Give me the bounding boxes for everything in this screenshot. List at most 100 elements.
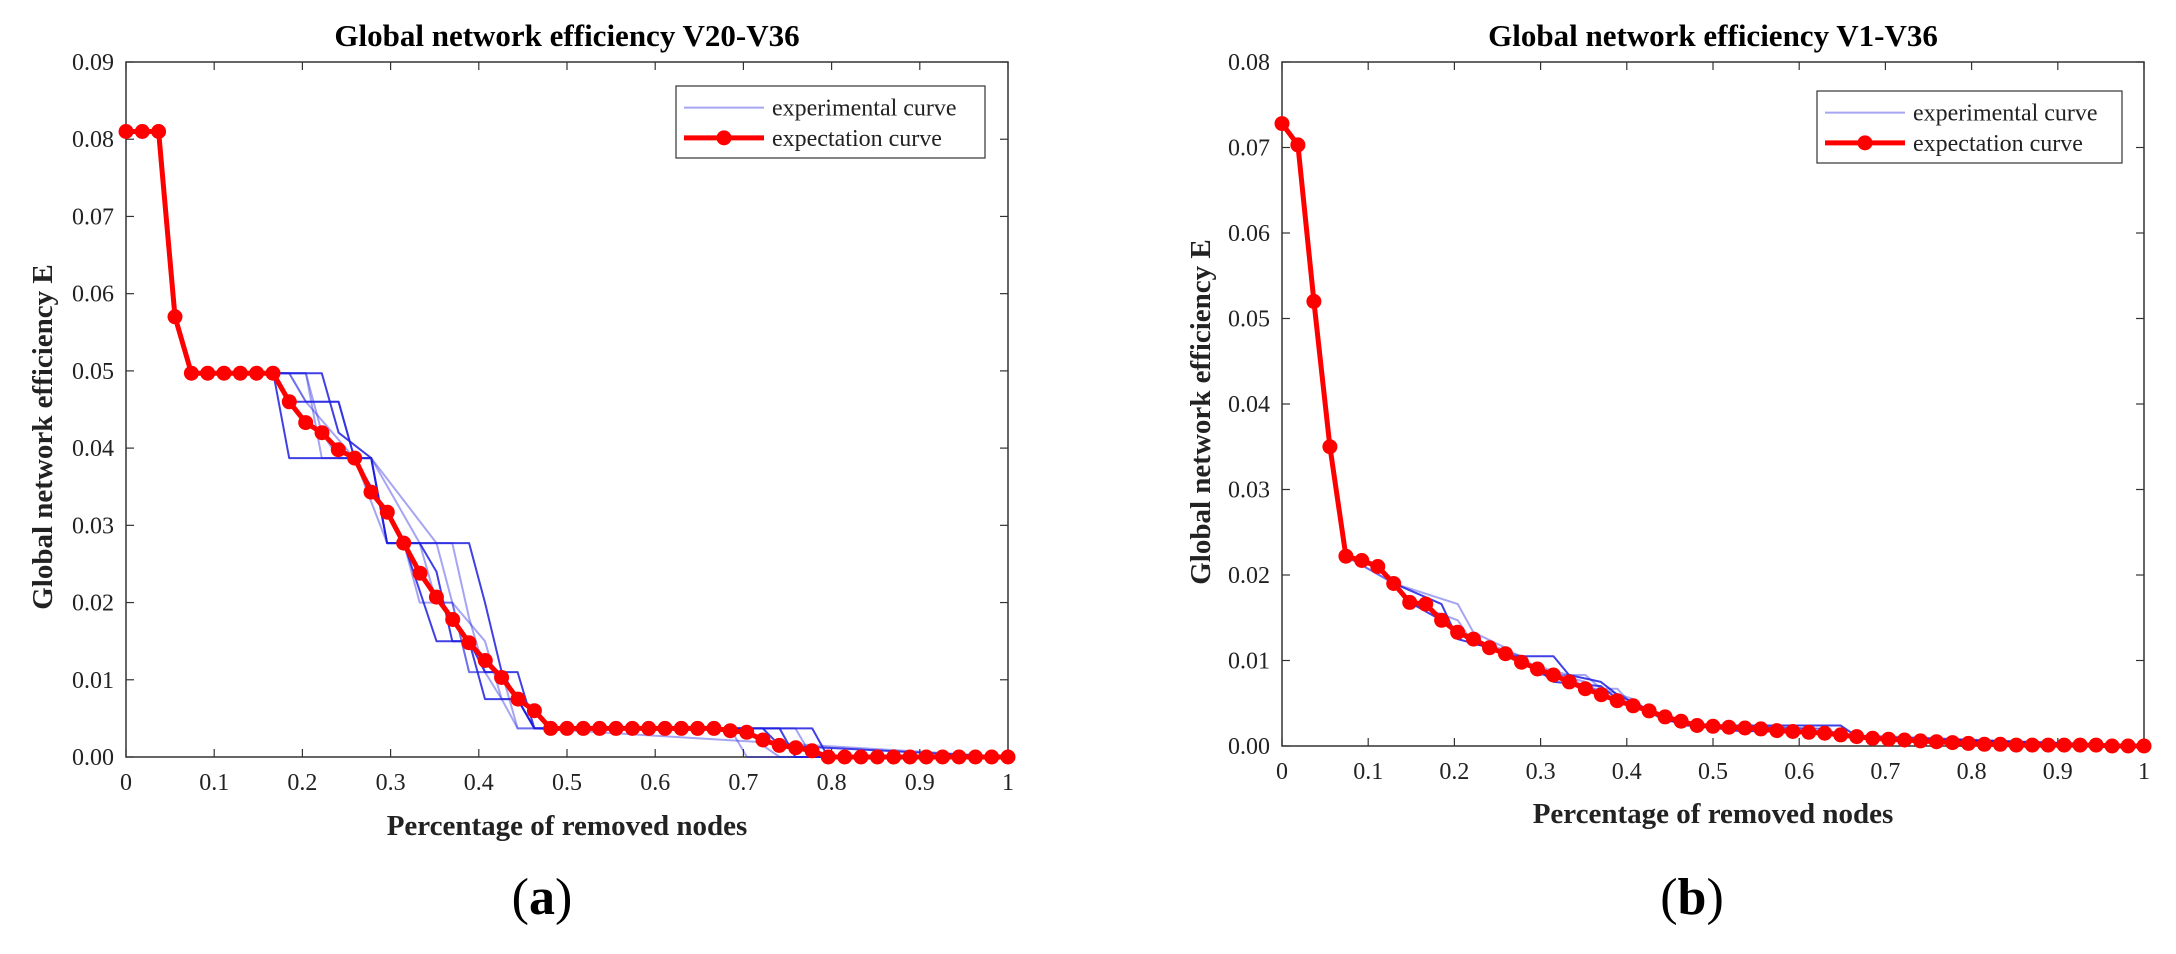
- panel-label-b-letter: b: [1678, 869, 1707, 926]
- expectation-point-a: [477, 653, 493, 668]
- legend-b: experimental curve expectation curve: [1816, 90, 2123, 164]
- expectation-point-a: [151, 124, 167, 139]
- y-tick-label-b: 0.06: [1228, 221, 1270, 247]
- legend-label-experimental-b: experimental curve: [1913, 101, 2098, 127]
- expectation-point-b: [1338, 548, 1354, 564]
- expectation-point-b: [1450, 624, 1466, 640]
- x-tick-label-a: 0.5: [552, 770, 582, 796]
- expectation-point-a: [526, 703, 542, 719]
- y-axis-label-b: Global network efficiency E: [1185, 239, 1217, 585]
- x-tick-label-a: 0.6: [640, 770, 670, 796]
- expectation-point-a: [641, 720, 657, 736]
- expectation-point-a: [1000, 749, 1016, 765]
- expectation-point-b: [1498, 646, 1513, 662]
- x-tick-label-b: 0.6: [1784, 759, 1814, 785]
- experimental-curve-b-3: [1281, 123, 2145, 747]
- x-tick-label-b: 0.1: [1353, 759, 1383, 785]
- experimental-curve-a-2: [126, 130, 1008, 758]
- expectation-point-b: [1290, 137, 1306, 153]
- expectation-point-b: [1657, 709, 1673, 725]
- expectation-point-a: [134, 124, 150, 139]
- x-tick-label-b: 0.3: [1526, 759, 1556, 785]
- expectation-point-a: [379, 504, 395, 520]
- expectation-point-b: [1673, 713, 1689, 729]
- expectation-point-a: [739, 724, 755, 740]
- y-tick-label-b: 0.01: [1228, 649, 1270, 675]
- expectation-point-a: [428, 589, 444, 605]
- expectation-point-b: [1545, 667, 1561, 683]
- expectation-point-b: [1593, 687, 1609, 703]
- plot-area-a: 0 0.1 0.2 0.3 0.4 0.5 0.6 0.7 0.8 0.9 1 0.00 0.01 0.0…: [72, 50, 1016, 796]
- expectation-point-b: [1785, 724, 1801, 739]
- expectation-point-b: [1721, 719, 1737, 735]
- y-tick-label-a: 0.07: [72, 204, 114, 230]
- expectation-point-a: [673, 720, 689, 736]
- x-tick-label-a: 0.3: [376, 770, 406, 796]
- expectation-point-a: [575, 720, 591, 736]
- y-tick-label-a: 0.00: [72, 745, 114, 771]
- expectation-point-a: [396, 535, 412, 551]
- legend-box-a: [675, 85, 986, 159]
- expectation-point-a: [951, 749, 967, 765]
- panel-label-a-letter: a: [529, 869, 555, 926]
- expectation-point-b: [1482, 640, 1497, 656]
- expectation-point-b: [1274, 116, 1290, 132]
- legend-label-experimental-a: experimental curve: [772, 96, 957, 122]
- expectation-point-a: [608, 720, 624, 736]
- experimental-curve-a-6: [126, 130, 1009, 758]
- x-tick-label-b: 0.8: [1957, 759, 1987, 785]
- expectation-point-b: [1322, 439, 1338, 455]
- legend-marker-expectation-b: [1857, 135, 1873, 151]
- axes-box-b: [1281, 61, 2145, 747]
- expectation-point-a: [967, 749, 983, 765]
- expectation-point-b: [1705, 718, 1721, 734]
- legend-label-expectation-a: expectation curve: [772, 126, 942, 152]
- expectation-point-b: [1960, 735, 1976, 751]
- expectation-point-a: [559, 720, 575, 736]
- expectation-point-a: [788, 740, 804, 756]
- expectation-point-b: [1753, 721, 1769, 737]
- y-axis-label-a: Global network efficiency E: [27, 264, 59, 610]
- expectation-point-a: [461, 635, 477, 651]
- legend-marker-expectation-a: [716, 130, 732, 146]
- expectation-curve-b: [1279, 122, 2144, 749]
- expectation-point-b: [2024, 737, 2040, 753]
- x-tick-label-a: 0: [120, 770, 132, 796]
- expectation-point-b: [1689, 718, 1705, 733]
- x-tick-label-a: 0.8: [817, 770, 847, 796]
- legend-a: experimental curve expectation curve: [675, 85, 986, 159]
- expectation-point-b: [2040, 737, 2056, 753]
- expectation-point-a: [445, 612, 461, 627]
- y-tick-label-a: 0.02: [72, 591, 114, 617]
- y-tick-label-a: 0.08: [72, 127, 114, 153]
- expectation-point-a: [118, 124, 134, 139]
- x-tick-label-b: 0: [1276, 759, 1288, 785]
- expectation-point-b: [1386, 576, 1402, 591]
- legend-box-b: [1816, 90, 2123, 164]
- expectation-point-a: [510, 691, 526, 707]
- expectation-point-a: [722, 723, 738, 739]
- expectation-point-a: [853, 749, 869, 765]
- y-tick-label-b: 0.05: [1228, 307, 1270, 333]
- expectation-point-b: [2120, 738, 2136, 754]
- expectation-point-a: [837, 749, 853, 765]
- x-axis-label-a: Percentage of removed nodes: [387, 810, 748, 842]
- expectation-curve-a: [126, 129, 1008, 760]
- expectation-point-b: [1418, 596, 1434, 612]
- expectation-point-a: [265, 365, 281, 381]
- expectation-point-b: [1992, 736, 2008, 752]
- axes-box-a: [125, 61, 1009, 758]
- x-tick-label-b: 0.4: [1612, 759, 1642, 785]
- expectation-point-a: [363, 484, 379, 500]
- y-tick-label-b: 0.02: [1228, 563, 1270, 589]
- expectation-point-b: [1817, 725, 1833, 741]
- plot-area-b: 0 0.1 0.2 0.3 0.4 0.5 0.6 0.7 0.8 0.9 1 0.00 0.01 0.0…: [1228, 50, 2152, 785]
- x-axis-label-b: Percentage of removed nodes: [1533, 798, 1894, 830]
- expectation-point-a: [918, 749, 934, 765]
- expectation-point-a: [232, 365, 248, 381]
- expectation-point-a: [249, 365, 265, 381]
- y-tick-label-a: 0.05: [72, 359, 114, 385]
- panel-label-b: (b): [1660, 869, 1724, 926]
- expectation-point-a: [869, 749, 885, 765]
- experimental-curve-a-5: [126, 130, 1008, 758]
